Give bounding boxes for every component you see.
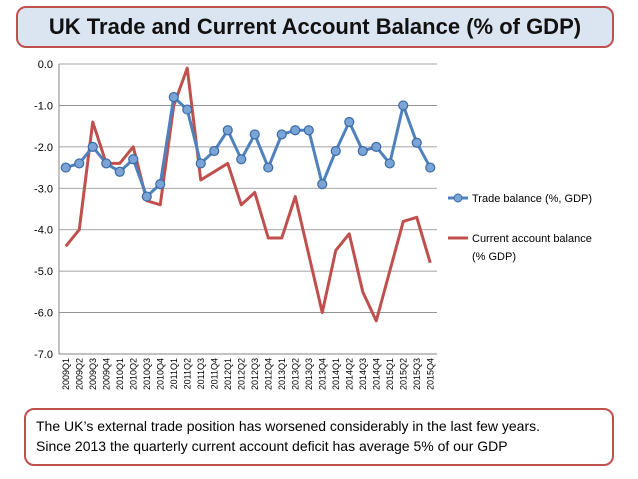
commentary-line-1: The UK’s external trade position has wor…	[36, 418, 541, 434]
x-tick-label: 2010Q4	[155, 358, 165, 390]
trade-balance-point	[128, 154, 139, 165]
y-tick-label: -5.0	[34, 266, 53, 278]
x-axis-ticks: 2009Q1 2009Q2 2009Q3 2009Q4 2010Q1 2010Q2 2010…	[61, 358, 436, 390]
trade-balance-point	[60, 162, 71, 173]
y-axis-ticks: 0.0 -1.0 -2.0 -3.0 -4.0 -5.0 -6.0 -7.0	[34, 59, 53, 361]
commentary-line-2: Since 2013 the quarterly current account…	[36, 438, 508, 454]
trade-balance-line	[65, 95, 432, 199]
y-tick-label: -3.0	[34, 183, 53, 195]
x-tick-label: 2011Q4	[209, 358, 219, 389]
series-trade-balance	[60, 92, 436, 202]
trade-balance-point	[155, 179, 166, 190]
y-tick-label: -1.0	[34, 100, 53, 112]
x-tick-label: 2012Q1	[223, 358, 233, 390]
x-tick-label: 2012Q2	[236, 358, 246, 390]
x-tick-label: 2015Q2	[398, 358, 408, 390]
trade-balance-point	[114, 166, 125, 177]
x-tick-label: 2013Q4	[317, 358, 327, 390]
x-tick-label: 2009Q1	[61, 358, 71, 390]
trade-balance-point	[330, 145, 341, 157]
x-tick-label: 2013Q1	[277, 358, 287, 390]
title-banner: UK Trade and Current Account Balance (% …	[16, 6, 614, 48]
x-tick-label: 2010Q3	[142, 358, 152, 390]
series-current-account	[64, 66, 432, 323]
x-tick-label: 2012Q4	[263, 358, 273, 390]
trade-balance-point	[182, 104, 193, 115]
line-chart: 0.0-1.0-2.0-3.0-4.0-5.0-6.0-7.0 2009Q1 20…	[34, 59, 592, 390]
x-tick-label: 2015Q3	[412, 358, 422, 390]
x-tick-label: 2010Q2	[128, 358, 138, 390]
trade-balance-point	[290, 125, 301, 136]
trade-balance-point	[371, 141, 382, 152]
trade-balance-point	[384, 158, 395, 169]
x-tick-label: 2013Q2	[290, 358, 300, 390]
trade-balance-point	[411, 137, 422, 148]
trade-balance-point	[317, 179, 328, 190]
commentary-box: The UK’s external trade position has wor…	[24, 408, 614, 466]
y-tick-label: 0.0	[38, 59, 53, 71]
legend-trade-label: Trade balance (%, GDP)	[472, 193, 592, 205]
x-tick-label: 2014Q1	[331, 358, 341, 390]
y-tick-label: -2.0	[34, 142, 53, 154]
x-tick-label: 2009Q2	[74, 358, 84, 390]
x-tick-label: 2011Q1	[169, 358, 179, 389]
trade-balance-point	[263, 162, 274, 173]
trade-balance-point	[195, 158, 206, 169]
trade-balance-point	[236, 154, 247, 165]
y-tick-label: -7.0	[34, 349, 53, 361]
y-tick-label: -6.0	[34, 308, 53, 320]
x-tick-label: 2011Q2	[182, 358, 192, 389]
y-tick-label: -4.0	[34, 225, 53, 237]
trade-balance-point	[209, 145, 220, 157]
x-tick-label: 2014Q2	[344, 358, 354, 390]
x-tick-label: 2009Q4	[101, 358, 111, 390]
legend-trade-marker	[453, 193, 463, 203]
trade-balance-point	[87, 141, 98, 152]
trade-balance-point	[303, 125, 314, 136]
trade-balance-point	[344, 116, 355, 128]
axes	[58, 64, 437, 355]
chart-title: UK Trade and Current Account Balance (% …	[48, 14, 582, 39]
x-tick-label: 2009Q3	[88, 358, 98, 390]
trade-balance-point	[249, 129, 260, 140]
trade-balance-point	[141, 191, 152, 202]
trade-balance-point	[357, 145, 368, 157]
legend: Trade balance (%, GDP) Current account b…	[448, 193, 592, 263]
x-tick-label: 2011Q3	[196, 358, 206, 389]
x-tick-label: 2013Q3	[304, 358, 314, 390]
trade-balance-point	[101, 158, 112, 169]
trade-balance-point	[74, 158, 85, 169]
legend-current-label-line1: Current account balance	[472, 233, 592, 245]
current-account-line	[64, 66, 432, 323]
trade-balance-point	[425, 162, 436, 173]
legend-current-label-line2: (% GDP)	[472, 251, 516, 263]
x-tick-label: 2010Q1	[115, 358, 125, 390]
x-tick-label: 2012Q3	[250, 358, 260, 390]
trade-balance-point	[398, 100, 409, 111]
x-tick-label: 2014Q4	[371, 358, 381, 390]
x-tick-label: 2015Q4	[425, 358, 435, 390]
x-tick-label: 2014Q3	[358, 358, 368, 390]
trade-balance-point	[168, 92, 179, 103]
x-tick-label: 2015Q1	[385, 358, 395, 390]
trade-balance-point	[276, 129, 287, 140]
trade-balance-point	[222, 125, 233, 136]
